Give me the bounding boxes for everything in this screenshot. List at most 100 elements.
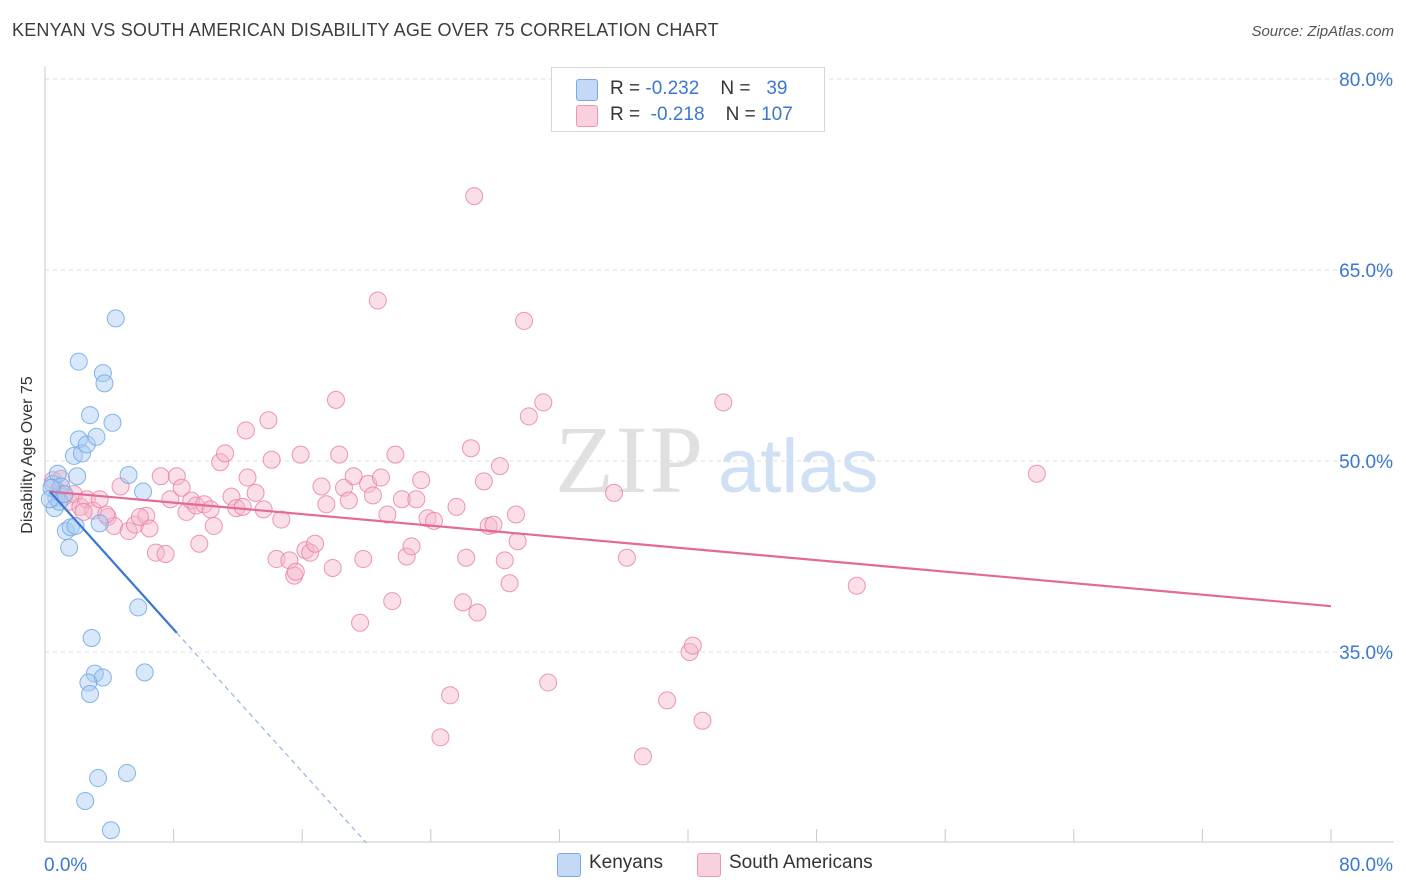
south-american-point (412, 471, 431, 490)
south-american-point (286, 562, 305, 581)
x-tick-label: 80.0% (1339, 855, 1393, 876)
south-american-point (495, 551, 514, 570)
chart-title: KENYAN VS SOUTH AMERICAN DISABILITY AGE … (12, 20, 719, 40)
kenyan-point (45, 499, 64, 518)
south-american-point (1027, 464, 1046, 483)
south-american-point (291, 445, 310, 464)
south-american-point (233, 497, 252, 516)
y-tick-label: 65.0% (1339, 261, 1393, 282)
south-american-point (519, 407, 538, 426)
south-american-point (216, 444, 235, 463)
south-american-point (267, 550, 286, 569)
x-tick-label: 0.0% (44, 855, 87, 876)
south-american-point (201, 500, 220, 519)
legend-n-value: 107 (761, 104, 793, 125)
tick-labels: 35.0% 50.0% 65.0% 80.0% 0.0% 80.0% (44, 70, 1393, 876)
kenyan-point (101, 821, 120, 840)
legend-n-value: 39 (766, 78, 788, 99)
south-american-point (262, 450, 281, 469)
south-american-point (151, 467, 170, 486)
south-american-point (222, 487, 241, 506)
legend-r-value: -0.218 (650, 104, 705, 125)
kenyans-trend-extension (176, 632, 367, 844)
kenyan-point (89, 769, 108, 788)
legend-r-value: -0.232 (645, 78, 700, 99)
south-american-point (371, 468, 390, 487)
kenyans-trend-line (49, 490, 178, 634)
kenyan-point (87, 427, 106, 446)
south-american-point (238, 468, 257, 487)
south-american-point (506, 505, 525, 524)
south-american-point (500, 574, 519, 593)
south-american-point (465, 187, 484, 206)
south-american-point (140, 519, 159, 538)
kenyan-point (90, 514, 109, 533)
south-american-point (447, 497, 466, 516)
south-american-point (351, 613, 370, 632)
kenyan-point (82, 628, 101, 647)
kenyan-point (66, 516, 85, 535)
legend-n-label: N = (720, 78, 751, 99)
gridlines (45, 78, 1394, 653)
south-american-point (539, 673, 558, 692)
y-tick-label: 80.0% (1339, 70, 1393, 91)
south-american-point (534, 393, 553, 412)
axes (44, 66, 1394, 843)
south-american-point (461, 439, 480, 458)
watermark-zip: ZIP (555, 406, 705, 513)
y-tick-label: 50.0% (1339, 452, 1393, 473)
south-american-point (259, 411, 278, 430)
south-american-point (386, 445, 405, 464)
south-american-point (617, 548, 636, 567)
kenyan-point (77, 435, 96, 454)
south-american-point (633, 747, 652, 766)
south-american-point (323, 558, 342, 577)
south-american-point (484, 515, 503, 534)
south-american-point (97, 505, 116, 524)
south-american-point (312, 477, 331, 496)
kenyan-point (95, 374, 114, 393)
south-americans-trend-line (49, 490, 1332, 608)
south-american-point (156, 544, 175, 563)
south-american-point (119, 522, 138, 541)
kenyan-point (119, 466, 138, 485)
south-american-point (190, 534, 209, 553)
kenyan-point (117, 763, 136, 782)
south-american-point (605, 483, 624, 502)
kenyan-point (134, 482, 153, 501)
south-american-point (246, 483, 265, 502)
south-american-point (392, 490, 411, 509)
kenyan-point (72, 444, 91, 463)
south-american-point (490, 457, 509, 476)
south-american-point (306, 534, 325, 553)
south-american-point (326, 390, 345, 409)
south-american-point (344, 467, 363, 486)
correlation-legend: R = -0.232 N = 39 R = -0.218 N = 107 (551, 67, 825, 132)
series-south-americans (44, 187, 1046, 766)
series-kenyans (40, 309, 154, 840)
south-american-point (339, 491, 358, 510)
south-american-point (453, 593, 472, 612)
kenyan-point (93, 668, 112, 687)
legend-r-label: R = (610, 78, 641, 99)
watermark-atlas: atlas (718, 424, 879, 509)
south-american-point (301, 543, 320, 562)
legend-r-label: R = (610, 104, 641, 125)
south-american-point (441, 686, 460, 705)
kenyan-point (69, 352, 88, 371)
south-american-point (508, 532, 527, 551)
south-american-point (130, 508, 149, 527)
legend-swatch-south-americans (576, 105, 598, 127)
south-american-point (296, 541, 315, 560)
south-american-point (204, 516, 223, 535)
south-american-point (474, 472, 493, 491)
kenyan-point (60, 538, 79, 557)
south-american-point (683, 636, 702, 655)
kenyan-point (81, 406, 100, 425)
south-american-point (211, 453, 230, 472)
south-american-point (468, 603, 487, 622)
south-american-point (714, 393, 733, 412)
kenyan-point (79, 673, 98, 692)
south-american-point (407, 490, 426, 509)
